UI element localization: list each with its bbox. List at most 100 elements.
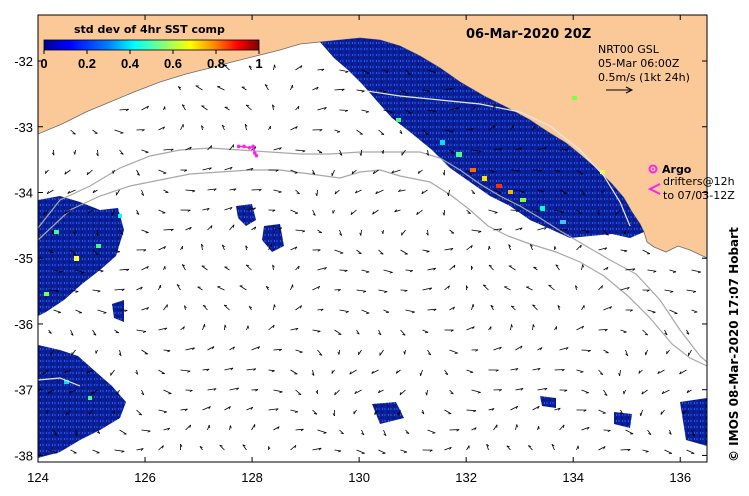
current-vector-head bbox=[626, 287, 630, 290]
current-vector-head bbox=[429, 449, 433, 452]
current-vector bbox=[395, 369, 401, 374]
current-vector-head bbox=[474, 427, 477, 431]
current-vector bbox=[515, 388, 524, 391]
current-vector-head bbox=[181, 264, 185, 267]
current-vector-head bbox=[255, 389, 259, 392]
current-vector-head bbox=[279, 391, 283, 394]
y-tick-label: -35 bbox=[14, 251, 33, 266]
current-vector-head bbox=[344, 110, 348, 113]
current-vector-head bbox=[203, 304, 207, 307]
current-vector-head bbox=[296, 192, 300, 195]
current-vector bbox=[42, 369, 49, 376]
current-vector bbox=[603, 349, 609, 354]
current-vector bbox=[510, 405, 518, 411]
current-vector-head bbox=[120, 232, 124, 235]
current-vector-head bbox=[221, 124, 225, 128]
current-vector bbox=[493, 424, 498, 431]
current-vector-head bbox=[581, 193, 585, 196]
current-vector-head bbox=[609, 306, 612, 310]
current-vector-head bbox=[381, 230, 384, 234]
current-vector-head bbox=[449, 446, 452, 450]
current-vector-head bbox=[178, 86, 182, 89]
current-vector-head bbox=[403, 351, 406, 355]
current-vector-head bbox=[317, 286, 321, 290]
current-vector bbox=[114, 329, 119, 334]
current-vector-head bbox=[125, 108, 129, 112]
current-vector-head bbox=[520, 388, 524, 391]
current-vector bbox=[615, 209, 621, 216]
current-vector bbox=[290, 246, 298, 251]
current-vector bbox=[201, 265, 208, 271]
current-vector-head bbox=[384, 291, 388, 293]
current-vector bbox=[136, 286, 143, 291]
current-vector-head bbox=[199, 446, 203, 449]
current-vector-head bbox=[491, 408, 495, 411]
current-vector bbox=[420, 369, 423, 376]
current-vector bbox=[471, 304, 474, 311]
current-vector-head bbox=[97, 431, 101, 434]
current-vector bbox=[268, 324, 275, 331]
current-vector bbox=[75, 309, 82, 314]
current-vector bbox=[355, 189, 362, 194]
current-vector bbox=[378, 389, 384, 394]
current-vector bbox=[581, 426, 590, 431]
current-vector-head bbox=[244, 123, 248, 127]
y-tick-label: -36 bbox=[14, 317, 33, 332]
current-vector-head bbox=[528, 445, 532, 447]
current-vector-head bbox=[72, 133, 76, 135]
current-vector-head bbox=[51, 232, 55, 236]
current-vector bbox=[679, 369, 687, 375]
current-vector-head bbox=[563, 424, 565, 428]
current-vector-head bbox=[43, 212, 45, 216]
current-vector bbox=[691, 309, 698, 313]
current-vector bbox=[554, 209, 564, 213]
current-vector-head bbox=[575, 285, 578, 288]
current-vector-head bbox=[540, 190, 544, 193]
current-vector bbox=[361, 429, 365, 436]
current-vector bbox=[312, 285, 320, 291]
current-vector-head bbox=[245, 245, 248, 249]
current-vector bbox=[239, 285, 247, 291]
current-vector-head bbox=[405, 432, 410, 434]
current-vector bbox=[273, 64, 275, 71]
current-vector-head bbox=[494, 212, 498, 214]
current-vector-head bbox=[519, 147, 523, 151]
current-vector bbox=[576, 244, 582, 251]
current-vector-head bbox=[486, 443, 490, 447]
current-vector-head bbox=[539, 170, 543, 173]
current-vector-head bbox=[213, 188, 217, 191]
current-vector-head bbox=[332, 413, 335, 417]
current-vector bbox=[405, 269, 413, 272]
current-vector-head bbox=[380, 133, 385, 135]
current-vector-head bbox=[488, 245, 491, 250]
current-vector bbox=[645, 349, 648, 356]
current-vector-head bbox=[275, 408, 279, 411]
current-vector-head bbox=[184, 305, 187, 309]
current-vector bbox=[180, 369, 191, 372]
current-vector-head bbox=[604, 393, 608, 396]
current-vector bbox=[686, 389, 692, 394]
current-vector bbox=[290, 409, 298, 413]
current-vector-head bbox=[294, 411, 298, 413]
current-vector bbox=[625, 268, 636, 271]
current-vector-head bbox=[224, 64, 228, 67]
current-vector-head bbox=[603, 446, 606, 450]
current-vector bbox=[92, 249, 99, 255]
current-vector bbox=[290, 169, 298, 174]
current-vector-head bbox=[472, 326, 475, 330]
current-vector bbox=[361, 69, 370, 74]
current-vector bbox=[163, 189, 169, 193]
current-vector-head bbox=[334, 392, 336, 396]
current-vector bbox=[295, 65, 303, 71]
current-vector bbox=[317, 349, 323, 356]
y-tick-label: -32 bbox=[14, 54, 33, 69]
current-vector-head bbox=[344, 270, 348, 273]
current-vector-head bbox=[404, 290, 408, 293]
current-vector bbox=[603, 266, 609, 271]
current-vector bbox=[224, 206, 233, 211]
current-vector bbox=[638, 369, 643, 374]
current-vector bbox=[493, 346, 502, 351]
current-vector-head bbox=[210, 145, 213, 149]
current-vector bbox=[449, 149, 455, 154]
current-vector-head bbox=[100, 270, 104, 273]
